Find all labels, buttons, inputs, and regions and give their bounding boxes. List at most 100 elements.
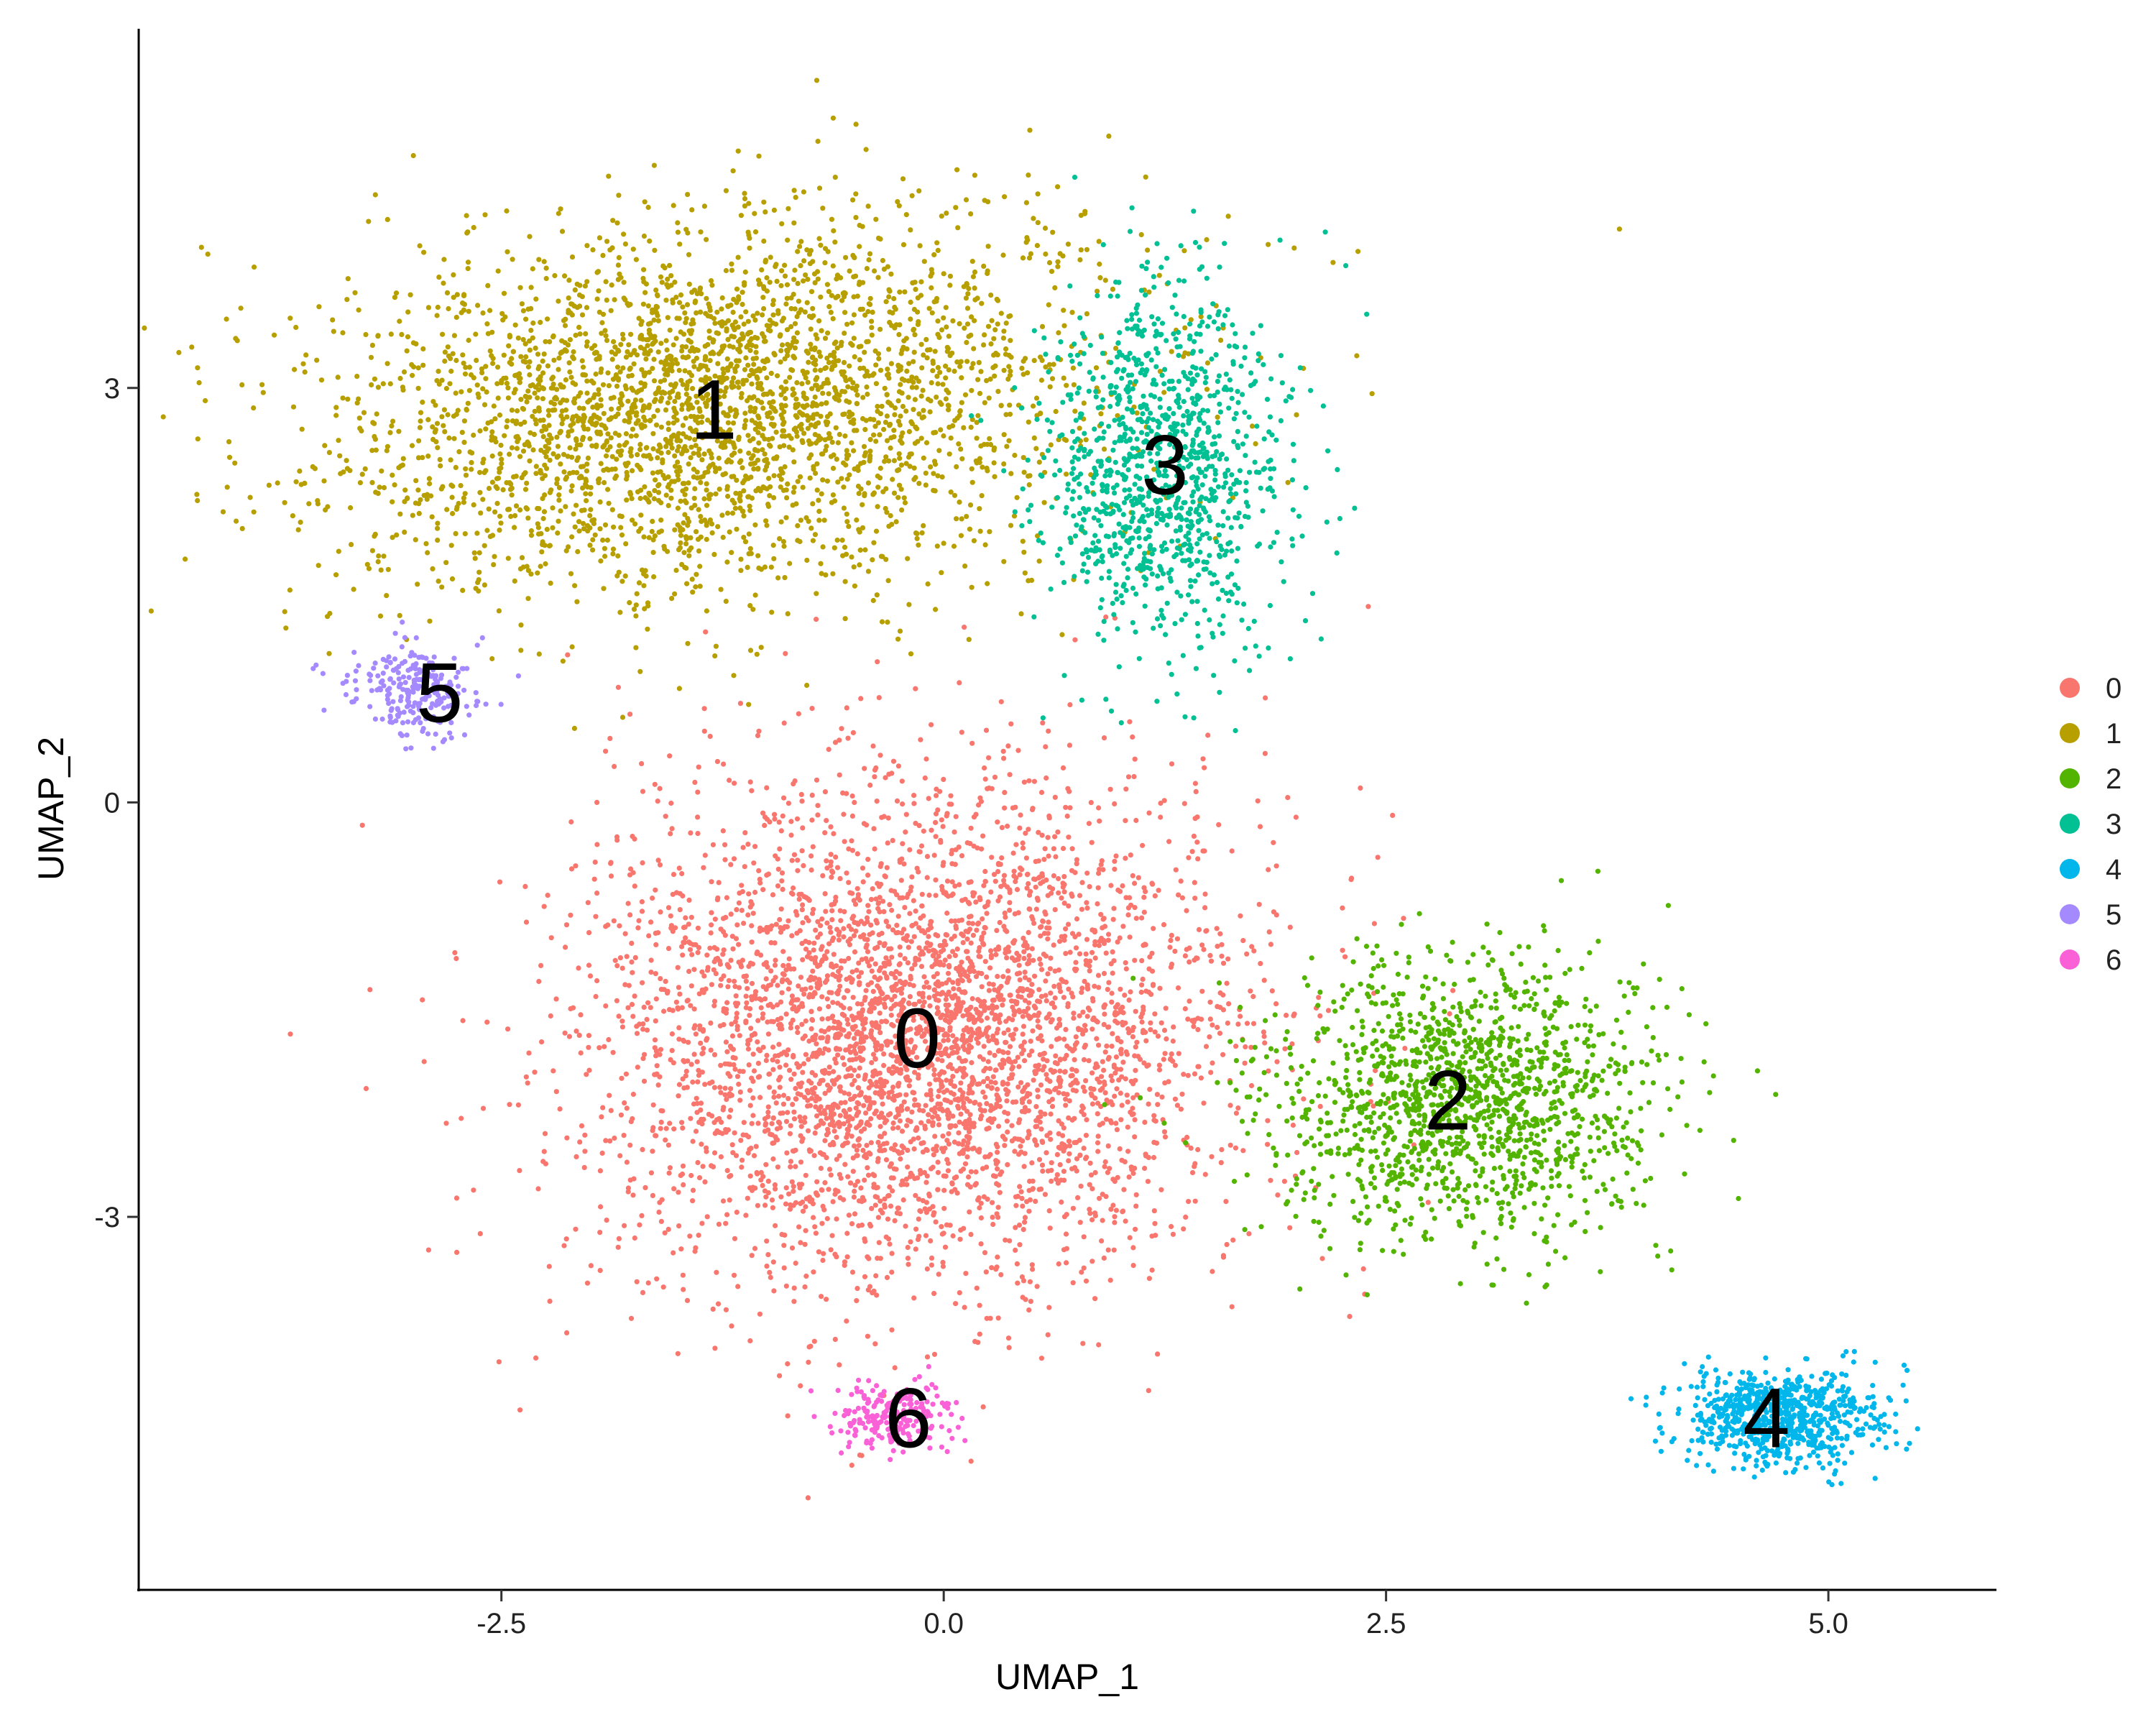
data-point (890, 1096, 895, 1102)
data-point (699, 1220, 705, 1226)
data-point (735, 1284, 741, 1289)
data-point (724, 1168, 730, 1174)
data-point (829, 1233, 835, 1238)
data-point (913, 908, 918, 914)
data-point (687, 947, 694, 952)
data-point (916, 188, 922, 194)
data-point (1036, 1187, 1042, 1192)
data-point (982, 1030, 988, 1036)
data-point (799, 1000, 805, 1006)
data-point (1023, 830, 1028, 836)
data-point (778, 1021, 783, 1027)
data-point (1069, 1117, 1075, 1123)
data-point (737, 701, 743, 707)
data-point (768, 1131, 773, 1137)
data-point (652, 1045, 658, 1051)
data-point (888, 1203, 894, 1209)
data-point (1133, 916, 1139, 921)
data-point (895, 1018, 900, 1024)
data-point (961, 1027, 967, 1033)
data-point (1024, 886, 1030, 891)
data-point (1365, 604, 1371, 610)
data-point (1049, 891, 1054, 896)
data-point (1125, 1149, 1131, 1154)
data-point (1011, 873, 1017, 879)
data-point (1111, 958, 1117, 964)
data-point (617, 955, 624, 961)
data-point (1358, 785, 1363, 791)
data-point (783, 967, 789, 972)
data-point (1063, 804, 1069, 810)
data-point (886, 1039, 892, 1045)
data-point (637, 441, 643, 448)
data-point (865, 1165, 870, 1171)
data-point (724, 356, 730, 362)
data-point (867, 1008, 873, 1013)
data-point (547, 1298, 553, 1304)
data-point (941, 1187, 947, 1193)
data-point (634, 1279, 640, 1284)
data-point (924, 854, 931, 860)
data-point (841, 934, 847, 940)
data-point (990, 1215, 995, 1220)
data-point (465, 400, 471, 406)
data-point (1013, 1059, 1018, 1064)
data-point (1186, 1199, 1192, 1205)
data-point (960, 1013, 966, 1018)
data-point (878, 1046, 884, 1052)
data-point (944, 1138, 950, 1144)
data-point (923, 1233, 929, 1238)
data-point (1151, 1208, 1157, 1214)
data-point (944, 1156, 950, 1162)
data-point (1029, 1262, 1035, 1268)
data-point (791, 1184, 796, 1190)
data-point (1179, 1091, 1185, 1097)
data-point (1149, 880, 1155, 886)
data-point (935, 1169, 941, 1175)
data-point (1123, 1218, 1128, 1224)
data-point (650, 1102, 656, 1108)
data-point (1108, 883, 1114, 888)
data-point (952, 1123, 959, 1129)
data-point (1013, 1247, 1018, 1253)
data-point (811, 990, 818, 995)
data-point (733, 993, 739, 999)
data-point (789, 1245, 796, 1251)
data-point (1235, 1105, 1241, 1111)
data-point (1119, 1103, 1125, 1108)
data-point (1319, 1256, 1325, 1261)
data-point (1044, 1133, 1050, 1138)
data-point (952, 1083, 958, 1089)
data-point (872, 974, 877, 980)
data-point (822, 980, 829, 985)
data-point (971, 1019, 977, 1026)
data-point (1143, 1029, 1148, 1035)
data-point (1161, 1027, 1168, 1034)
data-point (658, 909, 663, 915)
data-point (1240, 938, 1246, 944)
data-point (1124, 1052, 1130, 1057)
data-point (835, 1188, 841, 1195)
data-point (452, 949, 458, 956)
data-point (773, 921, 779, 927)
data-point (655, 1082, 661, 1088)
data-point (852, 949, 858, 954)
data-point (183, 556, 188, 562)
data-point (901, 926, 907, 932)
data-point (1274, 1059, 1280, 1064)
data-point (770, 1067, 776, 1072)
data-point (984, 1164, 990, 1170)
data-point (1360, 1266, 1366, 1271)
data-point (1268, 1177, 1273, 1183)
data-point (736, 942, 742, 947)
data-point (945, 970, 952, 976)
data-point (507, 1102, 512, 1108)
data-point (907, 911, 913, 916)
data-point (795, 857, 801, 863)
data-point (1158, 1020, 1164, 1026)
data-point (777, 1373, 783, 1379)
data-point (1030, 1266, 1036, 1272)
data-point (895, 929, 901, 936)
data-point (953, 923, 959, 929)
data-point (661, 1008, 667, 1014)
